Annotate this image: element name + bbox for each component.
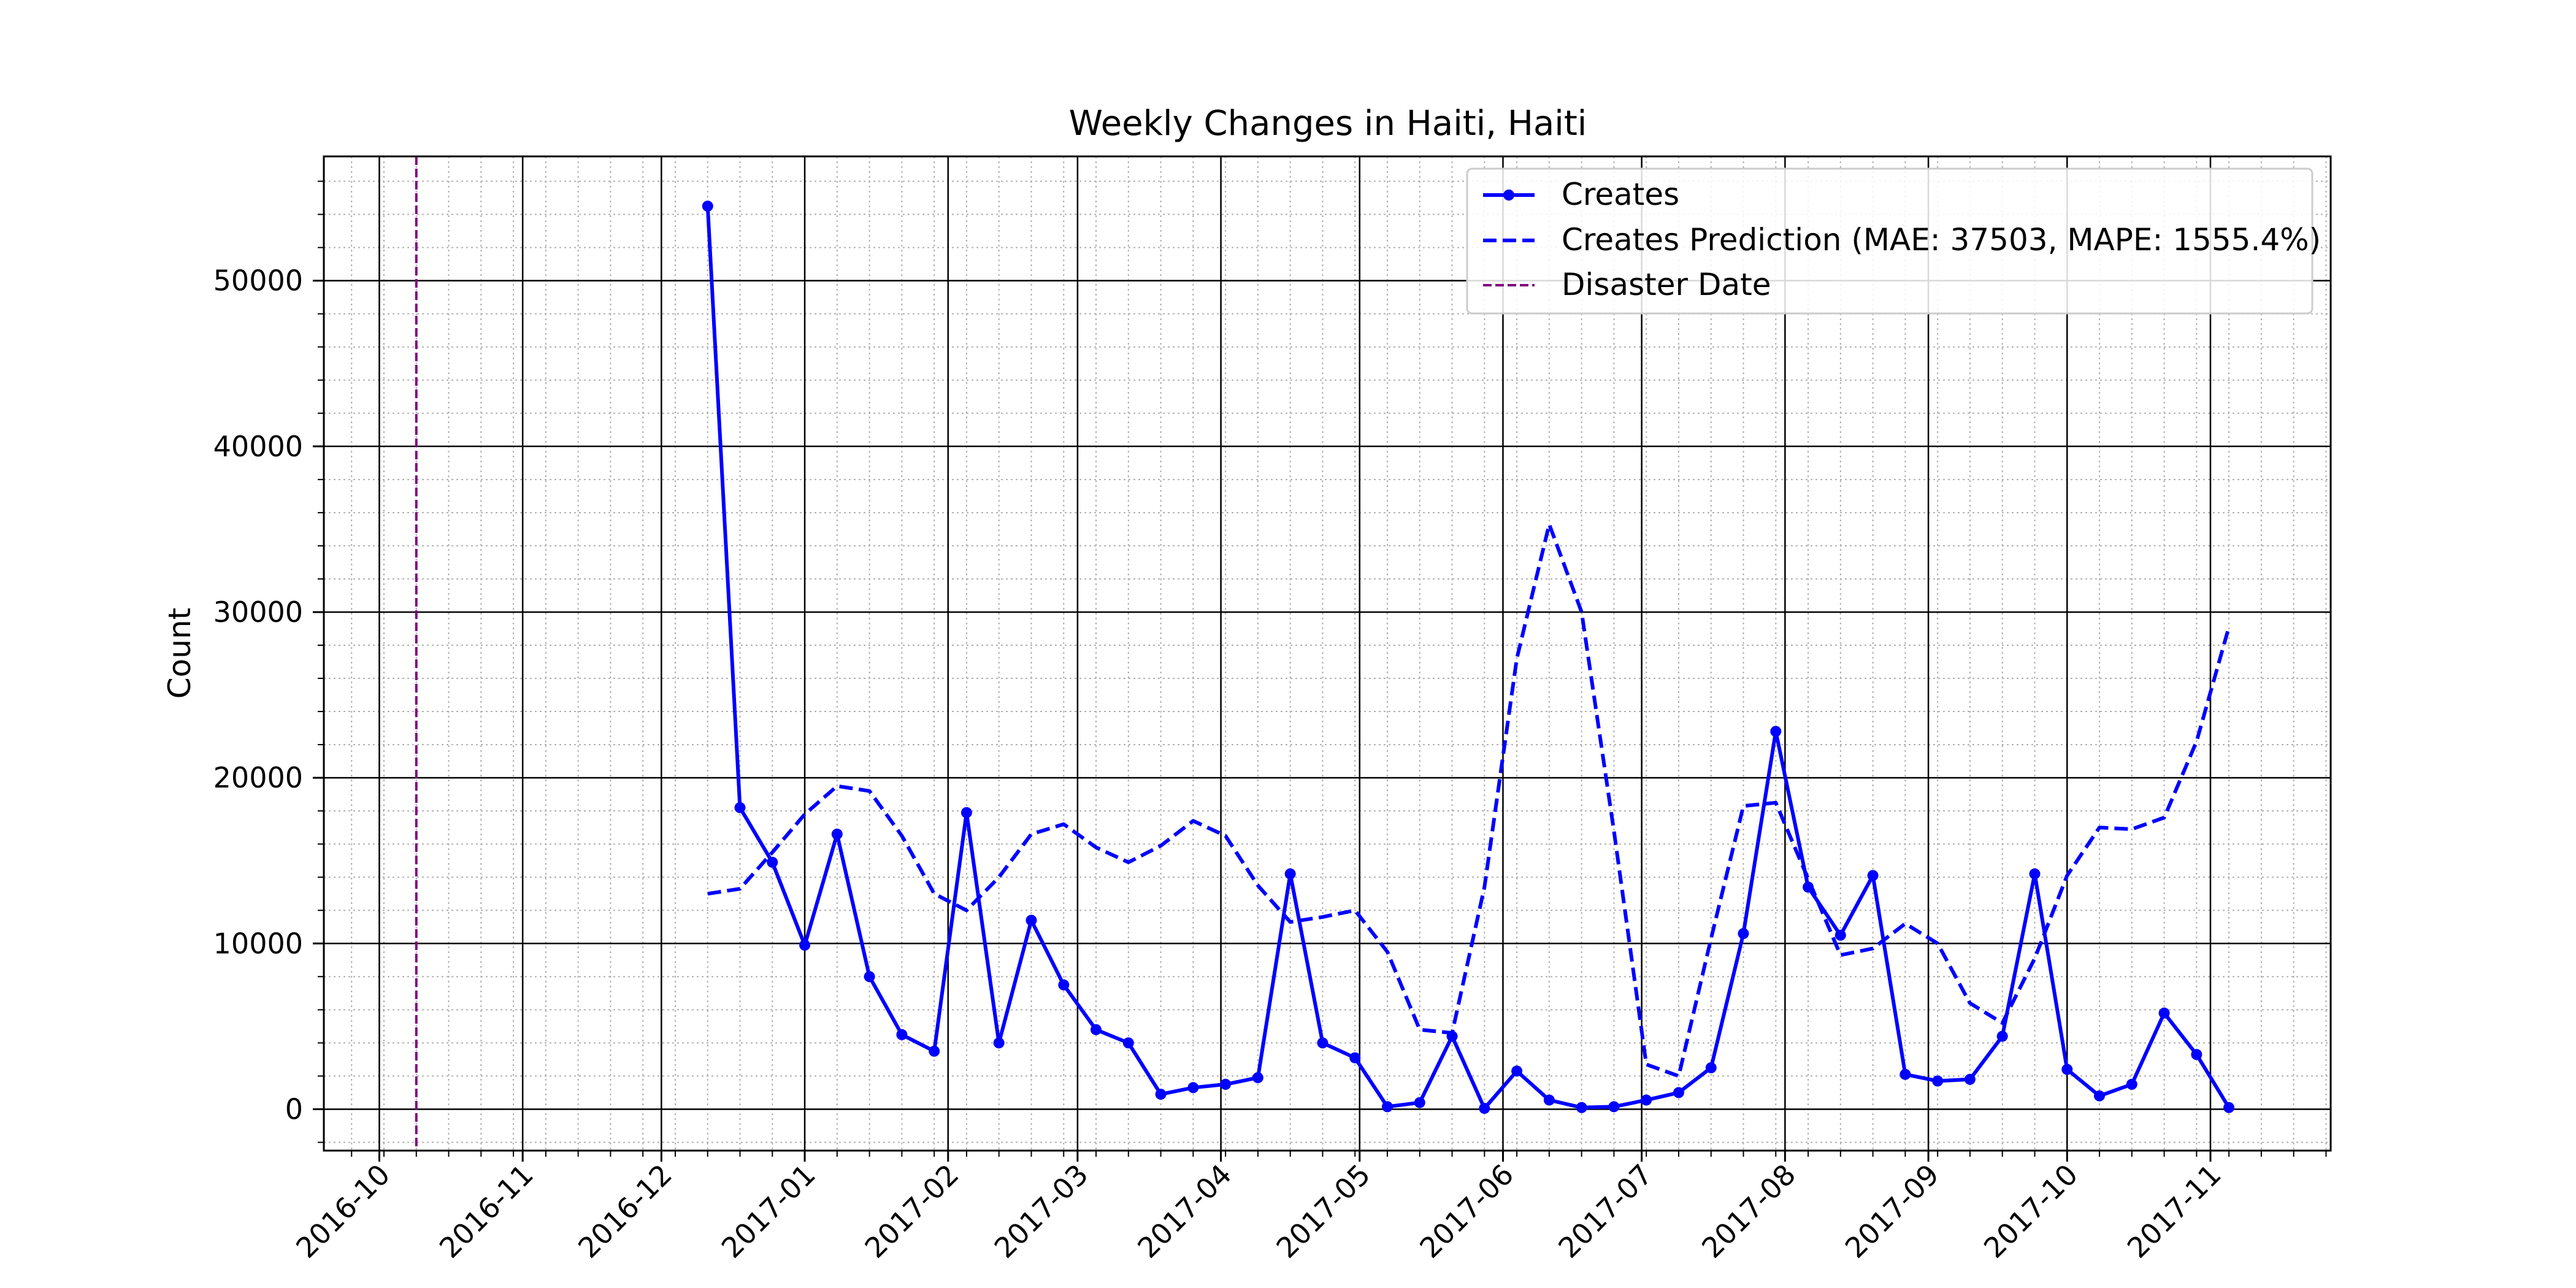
chart-title: Weekly Changes in Haiti, Haiti: [1069, 104, 1587, 144]
creates-data-point: [993, 1037, 1005, 1049]
creates-data-point: [1382, 1101, 1393, 1113]
plot-area: [415, 156, 2235, 1151]
creates-data-point: [1220, 1078, 1232, 1090]
creates-data-point: [1576, 1102, 1587, 1113]
minor-grid: [324, 156, 2331, 1151]
creates-data-point: [2191, 1049, 2202, 1060]
x-tick-label: 2016-10: [289, 1158, 396, 1265]
y-tick-label: 0: [285, 1092, 303, 1125]
creates-data-point: [1899, 1068, 1911, 1080]
creates-data-point: [1932, 1075, 1944, 1087]
creates-data-point: [1543, 1094, 1555, 1106]
y-tick-label: 20000: [213, 761, 303, 794]
creates-data-point: [1770, 726, 1782, 737]
legend-prediction-label: Creates Prediction (MAE: 37503, MAPE: 15…: [1562, 222, 2321, 258]
creates-data-point: [1996, 1030, 2008, 1042]
creates-data-point: [2029, 868, 2041, 880]
creates-series-line: [705, 205, 2231, 1111]
creates-data-point: [1738, 928, 1749, 940]
y-tick-label: 10000: [213, 927, 303, 960]
creates-data-point: [702, 201, 713, 212]
creates-data-point: [1091, 1024, 1102, 1035]
x-tick-label: 2017-02: [858, 1158, 965, 1265]
creates-data-point: [1511, 1065, 1523, 1077]
creates-data-point: [1641, 1094, 1652, 1106]
creates-data-point: [799, 940, 811, 951]
x-tick-label: 2017-05: [1270, 1158, 1376, 1265]
creates-data-point: [1252, 1072, 1263, 1084]
major-grid: [324, 156, 2331, 1151]
legend-creates-marker: [1503, 190, 1514, 201]
creates-data-point: [2158, 1007, 2170, 1019]
creates-data-point: [1964, 1073, 1976, 1085]
y-tick-label: 50000: [213, 264, 303, 297]
x-axis-ticks: 2016-10 2016-11 2016-12 2017-01 2017-02 2017-…: [289, 1151, 2327, 1265]
x-tick-label: 2017-09: [1839, 1158, 1945, 1265]
x-tick-label: 2016-11: [433, 1158, 540, 1265]
creates-data-point: [960, 807, 972, 818]
x-tick-label: 2017-04: [1131, 1158, 1238, 1265]
x-tick-label: 2017-06: [1413, 1158, 1520, 1265]
creates-data-point: [1479, 1103, 1490, 1114]
creates-data-point: [929, 1045, 940, 1057]
legend-box: [1466, 167, 2313, 315]
creates-data-point: [767, 856, 778, 868]
creates-data-point: [2223, 1102, 2235, 1113]
creates-data-point: [1317, 1037, 1328, 1049]
creates-data-point: [1122, 1037, 1134, 1049]
y-axis-ticks: 0 10000 20000 30000 40000 50000: [213, 180, 324, 1143]
prediction-series-line: [707, 522, 2231, 1078]
creates-data-point: [734, 802, 746, 813]
creates-data-point: [1673, 1087, 1684, 1098]
legend-disaster-label: Disaster Date: [1562, 267, 1771, 302]
creates-data-point: [1705, 1062, 1717, 1073]
creates-data-point: [2061, 1064, 2073, 1075]
creates-data-point: [1284, 868, 1296, 880]
x-tick-label: 2017-08: [1695, 1158, 1802, 1265]
creates-data-point: [1608, 1101, 1620, 1113]
creates-data-point: [1834, 929, 1846, 941]
creates-data-point: [896, 1029, 908, 1040]
legend-creates-label: Creates: [1562, 177, 1679, 212]
creates-data-point: [1155, 1089, 1167, 1100]
creates-data-point: [1025, 914, 1037, 926]
x-tick-label: 2016-12: [572, 1158, 678, 1265]
x-tick-label: 2017-01: [715, 1158, 822, 1265]
creates-data-point: [2094, 1090, 2105, 1102]
y-axis-label: Count: [162, 608, 197, 699]
creates-data-point: [1187, 1082, 1199, 1094]
creates-data-point: [1058, 979, 1070, 991]
creates-data-point: [1349, 1052, 1361, 1064]
creates-data-point: [1867, 870, 1879, 881]
creates-data-point: [864, 971, 875, 983]
y-tick-label: 40000: [213, 430, 303, 463]
creates-data-point: [831, 829, 843, 840]
creates-data-point: [1414, 1097, 1425, 1108]
x-tick-label: 2017-11: [2121, 1158, 2228, 1265]
x-tick-label: 2017-10: [1977, 1158, 2084, 1265]
x-tick-label: 2017-03: [988, 1158, 1095, 1265]
legend: Creates Creates Prediction (MAE: 37503, …: [1466, 167, 2321, 315]
y-tick-label: 30000: [213, 596, 303, 629]
creates-data-point: [2126, 1078, 2137, 1090]
x-tick-label: 2017-07: [1552, 1158, 1658, 1265]
axes-frame: [323, 155, 2332, 1152]
